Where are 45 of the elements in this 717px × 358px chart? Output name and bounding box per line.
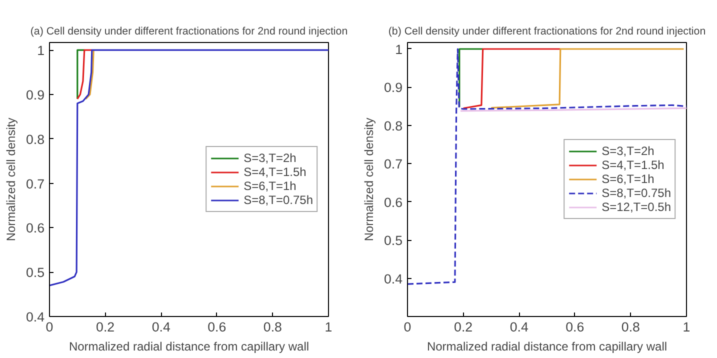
- line-series: [76, 49, 93, 100]
- y-tick-label: 0.7: [384, 156, 403, 172]
- x-axis-title: Normalized radial distance from capillary wall: [68, 340, 310, 354]
- y-tick-label: 0.6: [26, 220, 45, 236]
- y-tick-label: 0.5: [384, 233, 403, 248]
- y-tick-label: 0.9: [384, 80, 403, 96]
- x-tick-label: 0.8: [263, 320, 282, 334]
- y-tick-label: 1: [37, 43, 45, 58]
- y-tick-label: 0.4: [384, 271, 404, 286]
- y-tick-label: 0.6: [384, 194, 403, 210]
- x-tick-label: 0.2: [96, 320, 115, 334]
- legend-label: S=4,T=1.5h: [244, 165, 306, 179]
- line-series: [50, 49, 328, 286]
- x-tick-label: 1: [324, 320, 332, 334]
- chart-title: (a) Cell density under different fractionations for 2nd round injection: [30, 26, 348, 38]
- x-tick-label: 1: [682, 320, 690, 334]
- line-series: [408, 48, 686, 285]
- x-tick-label: 0.4: [152, 320, 171, 334]
- y-tick-label: 0.8: [384, 118, 403, 134]
- legend-label: S=12,T=0.5h: [602, 200, 671, 214]
- line-series: [84, 49, 94, 100]
- legend-label: S=3,T=2h: [602, 144, 654, 158]
- x-tick-label: 0: [46, 320, 54, 334]
- legend-label: S=4,T=1.5h: [602, 158, 664, 172]
- legend-label: S=8,T=0.75h: [602, 186, 671, 200]
- legend-label: S=6,T=1h: [602, 172, 654, 186]
- y-tick-label: 0.8: [26, 132, 45, 147]
- y-tick-label: 0.4: [26, 310, 46, 324]
- x-tick-label: 0.8: [621, 320, 640, 334]
- y-tick-label: 0.9: [26, 87, 45, 102]
- x-axis-title: Normalized radial distance from capillary wall: [426, 340, 668, 354]
- legend-label: S=6,T=1h: [244, 179, 296, 193]
- y-tick-label: 1: [395, 42, 403, 57]
- x-tick-label: 0.2: [454, 320, 473, 334]
- y-axis-title: Normalized cell density: [4, 118, 18, 242]
- y-tick-label: 0.5: [26, 265, 45, 280]
- legend-label: S=3,T=2h: [244, 151, 296, 165]
- chart-title: (b) Cell density under different fractionations for 2nd round injection: [388, 26, 706, 38]
- x-tick-label: 0: [404, 320, 412, 334]
- x-tick-label: 0.4: [510, 320, 529, 334]
- y-axis-title: Normalized cell density: [362, 118, 376, 242]
- x-tick-label: 0.6: [208, 320, 226, 334]
- legend-label: S=8,T=0.75h: [244, 193, 313, 207]
- x-tick-label: 0.6: [566, 320, 584, 334]
- y-tick-label: 0.7: [26, 176, 45, 192]
